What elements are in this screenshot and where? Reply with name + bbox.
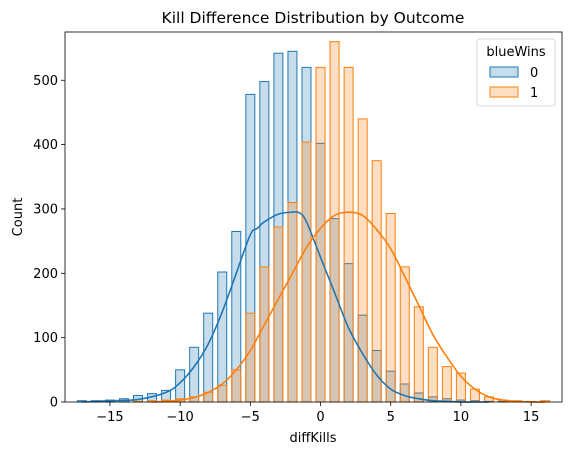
kde-line-series-1	[152, 211, 546, 403]
bar-series-1-x7	[413, 306, 424, 403]
x-tick-label: 15	[523, 410, 540, 425]
y-tick-label: 500	[33, 74, 58, 89]
y-axis-ticks: 0 100 200 300 400 500	[33, 74, 65, 411]
bar-series-1-x6	[399, 266, 410, 403]
x-axis-ticks: −15 −10 −5 0 5 10 15	[96, 402, 539, 425]
kde-curves	[81, 211, 546, 403]
y-tick-label: 0	[50, 396, 58, 411]
x-tick-label: −15	[96, 410, 123, 425]
bar-series-0-x-7	[217, 271, 228, 403]
plot-frame	[64, 31, 563, 403]
bar-series-1-x-5	[245, 312, 256, 403]
y-tick-label: 200	[33, 267, 58, 282]
y-tick-label: 400	[33, 138, 58, 153]
legend-box	[476, 38, 556, 107]
bar-series-1-x-7	[217, 384, 228, 403]
legend-label-1: 1	[530, 86, 538, 101]
bar-series-1-x8	[427, 346, 438, 403]
x-tick-label: −5	[241, 410, 260, 425]
bar-series-1-x4	[371, 160, 382, 403]
legend-label-0: 0	[530, 66, 538, 81]
bar-series-1-x9	[441, 366, 452, 403]
x-tick-label: 5	[387, 410, 395, 425]
bar-series-1-x-4	[259, 266, 270, 403]
histogram-bars	[76, 41, 551, 403]
legend-swatch-0	[489, 66, 519, 78]
legend-swatch-1	[489, 86, 519, 98]
bar-series-1-x-3	[273, 226, 284, 403]
bar-series-0-x-9	[189, 346, 200, 403]
x-tick-label: 0	[316, 410, 324, 425]
x-tick-label: 10	[453, 410, 470, 425]
bar-series-1-x0	[315, 66, 326, 403]
kde-line-series-0	[81, 211, 489, 403]
bar-series-1-x-2	[287, 202, 298, 403]
legend-title: blueWins	[486, 45, 546, 60]
chart-title: Kill Difference Distribution by Outcome	[162, 9, 465, 27]
y-tick-label: 300	[33, 202, 58, 217]
bar-series-0-x-8	[203, 312, 214, 403]
y-axis-label: Count	[11, 198, 26, 237]
bar-series-1-x5	[385, 212, 396, 403]
bar-series-1-x-6	[231, 369, 242, 403]
x-tick-label: −10	[166, 410, 193, 425]
legend: blueWins 0 1	[476, 38, 556, 107]
bar-series-1-x1	[329, 41, 340, 403]
x-axis-label: diffKills	[290, 431, 337, 446]
bar-series-1-x2	[343, 66, 354, 403]
bar-series-1-x-1	[301, 141, 312, 403]
y-tick-label: 100	[33, 331, 58, 346]
